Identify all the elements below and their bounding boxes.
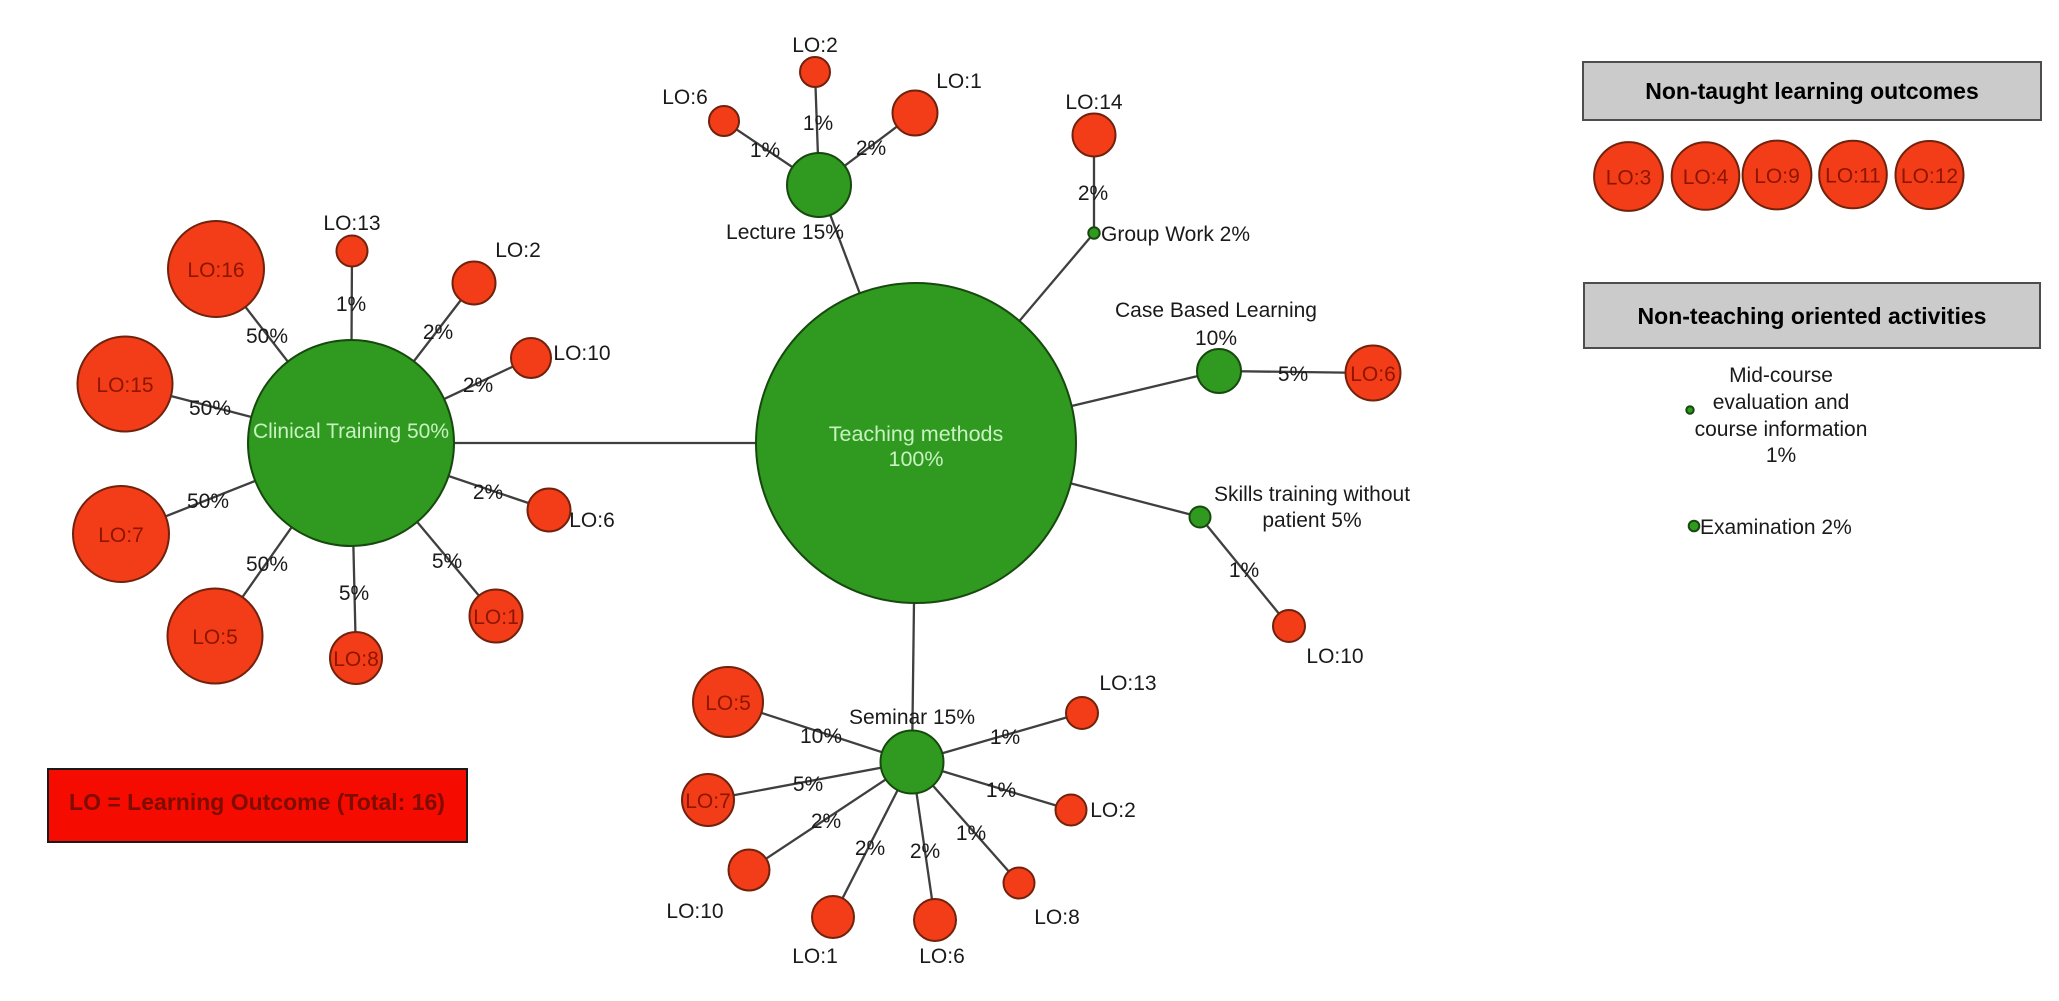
- svg-text:LO:8: LO:8: [333, 648, 379, 671]
- svg-text:LO:7: LO:7: [98, 524, 144, 547]
- svg-text:LO:7: LO:7: [685, 790, 731, 813]
- svg-text:LO:16: LO:16: [187, 259, 244, 282]
- svg-text:patient 5%: patient 5%: [1262, 509, 1361, 532]
- svg-text:LO:1: LO:1: [473, 606, 519, 629]
- svg-text:LO:1: LO:1: [792, 945, 838, 968]
- svg-text:2%: 2%: [811, 810, 841, 833]
- svg-text:2%: 2%: [1078, 182, 1108, 205]
- svg-text:50%: 50%: [246, 325, 288, 348]
- svg-text:LO:2: LO:2: [495, 239, 541, 262]
- svg-text:LO:2: LO:2: [792, 34, 838, 57]
- svg-text:1%: 1%: [990, 726, 1020, 749]
- svg-text:Case Based Learning: Case Based Learning: [1115, 299, 1317, 322]
- svg-text:LO:14: LO:14: [1065, 91, 1123, 114]
- svg-text:2%: 2%: [856, 137, 886, 160]
- svg-text:LO:6: LO:6: [662, 86, 708, 109]
- svg-text:Group Work 2%: Group Work 2%: [1101, 223, 1250, 246]
- svg-text:10%: 10%: [1195, 327, 1237, 350]
- svg-text:LO:3: LO:3: [1606, 167, 1652, 190]
- svg-text:Seminar 15%: Seminar 15%: [849, 706, 975, 729]
- svg-text:50%: 50%: [187, 490, 229, 513]
- svg-text:Non-teaching oriented activiti: Non-teaching oriented activities: [1638, 303, 1987, 329]
- svg-text:1%: 1%: [986, 779, 1016, 802]
- svg-text:2%: 2%: [473, 481, 503, 504]
- svg-text:5%: 5%: [1278, 363, 1308, 386]
- svg-text:1%: 1%: [803, 112, 833, 135]
- svg-text:Clinical Training 50%: Clinical Training 50%: [253, 420, 449, 443]
- svg-text:2%: 2%: [910, 840, 940, 863]
- svg-text:LO:4: LO:4: [1683, 166, 1729, 189]
- svg-text:100%: 100%: [889, 447, 944, 471]
- svg-text:Skills training without: Skills training without: [1214, 483, 1410, 506]
- svg-text:2%: 2%: [423, 321, 453, 344]
- svg-text:LO:9: LO:9: [1754, 165, 1800, 188]
- svg-text:LO:12: LO:12: [1901, 165, 1958, 188]
- svg-text:10%: 10%: [800, 725, 842, 748]
- svg-text:LO:15: LO:15: [96, 374, 153, 397]
- svg-text:5%: 5%: [339, 582, 369, 605]
- svg-text:Examination 2%: Examination 2%: [1700, 516, 1852, 539]
- svg-text:1%: 1%: [1766, 444, 1796, 467]
- svg-text:LO:13: LO:13: [1099, 672, 1156, 695]
- svg-text:evaluation and: evaluation and: [1713, 391, 1850, 414]
- svg-text:2%: 2%: [463, 374, 493, 397]
- svg-text:LO:10: LO:10: [666, 900, 723, 923]
- svg-text:LO:6: LO:6: [1350, 363, 1396, 386]
- svg-text:1%: 1%: [336, 293, 366, 316]
- svg-text:50%: 50%: [246, 553, 288, 576]
- svg-text:5%: 5%: [793, 773, 823, 796]
- svg-text:LO:13: LO:13: [323, 212, 380, 235]
- svg-text:Teaching methods: Teaching methods: [829, 422, 1004, 446]
- svg-text:LO:1: LO:1: [936, 70, 982, 93]
- svg-text:LO:6: LO:6: [569, 509, 615, 532]
- svg-text:Non-taught learning outcomes: Non-taught learning outcomes: [1645, 78, 1979, 104]
- svg-text:LO = Learning Outcome (Total:: LO = Learning Outcome (Total: 16): [69, 789, 445, 815]
- svg-text:5%: 5%: [432, 550, 462, 573]
- svg-text:2%: 2%: [855, 837, 885, 860]
- svg-text:LO:11: LO:11: [1825, 165, 1881, 188]
- svg-text:course information: course information: [1695, 418, 1868, 441]
- svg-text:LO:10: LO:10: [1306, 645, 1363, 668]
- svg-text:LO:5: LO:5: [705, 692, 751, 715]
- svg-text:LO:2: LO:2: [1090, 799, 1136, 822]
- svg-text:LO:5: LO:5: [192, 626, 238, 649]
- svg-text:LO:8: LO:8: [1034, 906, 1080, 929]
- svg-text:LO:10: LO:10: [553, 342, 610, 365]
- svg-text:1%: 1%: [956, 822, 986, 845]
- svg-text:LO:6: LO:6: [919, 945, 965, 968]
- svg-text:50%: 50%: [189, 397, 231, 420]
- svg-text:1%: 1%: [750, 139, 780, 162]
- svg-text:Lecture 15%: Lecture 15%: [726, 221, 844, 244]
- svg-text:1%: 1%: [1229, 559, 1259, 582]
- svg-text:Mid-course: Mid-course: [1729, 364, 1833, 387]
